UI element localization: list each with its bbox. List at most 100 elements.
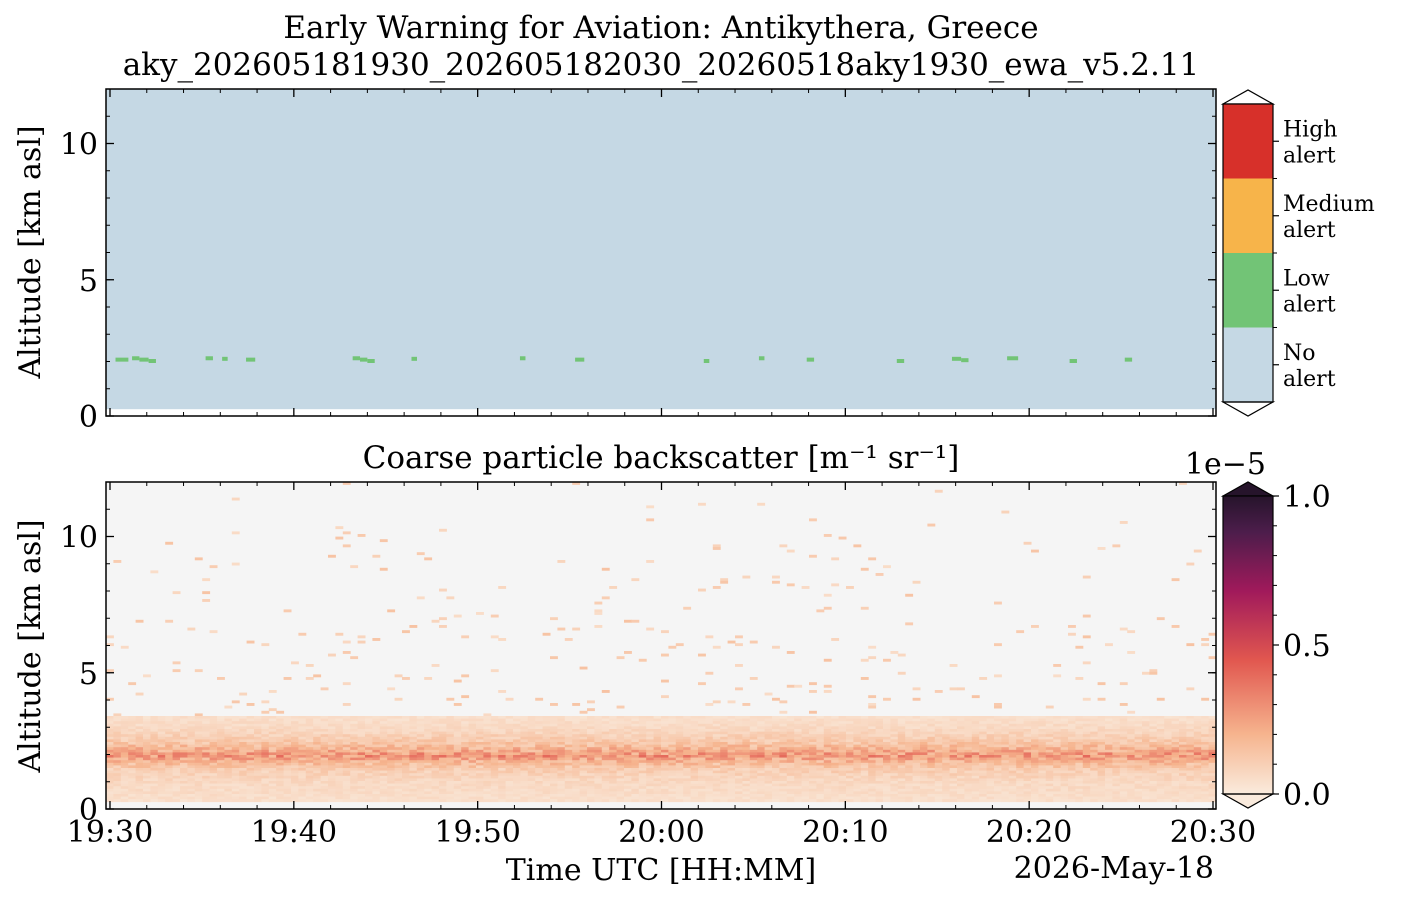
backscatter-cell: [106, 778, 114, 782]
backscatter-cell: [986, 799, 995, 803]
backscatter-cell: [1090, 729, 1099, 732]
backscatter-cell: [239, 742, 248, 745]
backscatter-cell: [1090, 765, 1099, 769]
backscatter-cell: [165, 794, 174, 797]
backscatter-cell: [128, 762, 137, 766]
backscatter-cell: [261, 718, 270, 722]
backscatter-cell: [994, 778, 1002, 782]
backscatter-cell: [468, 726, 477, 730]
backscatter-cell: [853, 788, 862, 792]
backscatter-cell: [957, 731, 965, 735]
backscatter-cell: [187, 760, 196, 764]
backscatter-cell: [172, 749, 181, 753]
backscatter-cell: [971, 716, 980, 719]
backscatter-cell: [624, 770, 632, 774]
backscatter-cell: [779, 736, 788, 740]
backscatter-cell: [1112, 799, 1121, 803]
backscatter-cell: [180, 778, 188, 782]
backscatter-cell: [823, 799, 832, 803]
backscatter-cell: [550, 721, 558, 725]
backscatter-cell: [831, 736, 840, 740]
backscatter-cell: [1068, 723, 1076, 727]
backscatter-cell: [424, 752, 433, 756]
backscatter-cell: [949, 729, 958, 732]
backscatter-cell: [868, 757, 877, 761]
backscatter-cell: [572, 781, 581, 784]
backscatter-cell: [453, 747, 462, 751]
backscatter-cell: [1016, 783, 1025, 787]
backscatter-cell: [668, 757, 677, 761]
backscatter-cell: [283, 723, 292, 727]
backscatter-cell: [675, 773, 684, 777]
backscatter-cell: [786, 731, 795, 735]
backscatter-cell: [875, 721, 884, 725]
backscatter-cell: [505, 726, 514, 730]
backscatter-cell: [875, 752, 884, 756]
backscatter-cell: [846, 729, 854, 732]
backscatter-cell: [453, 765, 462, 769]
backscatter-cell: [239, 788, 248, 792]
backscatter-cell: [942, 773, 951, 777]
backscatter-cell: [172, 661, 181, 665]
top-ytick-label: 0: [79, 400, 98, 435]
backscatter-cell: [520, 744, 529, 748]
backscatter-cell: [202, 729, 211, 732]
backscatter-cell: [742, 575, 751, 579]
backscatter-cell: [194, 744, 203, 748]
backscatter-cell: [897, 778, 906, 782]
backscatter-cell: [971, 744, 980, 748]
backscatter-cell: [564, 734, 573, 738]
backscatter-cell: [735, 718, 743, 722]
backscatter-cell: [690, 794, 699, 797]
backscatter-cell: [846, 760, 854, 764]
backscatter-cell: [416, 775, 425, 779]
backscatter-cell: [328, 731, 336, 735]
backscatter-cell: [1023, 721, 1032, 725]
backscatter-cell: [772, 765, 780, 769]
backscatter-cell: [823, 684, 832, 688]
backscatter-cell: [439, 723, 447, 727]
backscatter-cell: [106, 643, 114, 647]
backscatter-cell: [209, 747, 218, 751]
backscatter-cell: [794, 739, 803, 743]
backscatter-cell: [291, 723, 299, 727]
backscatter-cell: [564, 716, 573, 719]
backscatter-cell: [357, 773, 366, 777]
backscatter-cell: [1112, 734, 1121, 738]
backscatter-cell: [1127, 749, 1136, 753]
backscatter-cell: [727, 700, 736, 704]
backscatter-cell: [490, 791, 499, 795]
backscatter-cell: [1053, 721, 1062, 725]
backscatter-cell: [572, 729, 581, 732]
backscatter-cell: [261, 762, 270, 766]
backscatter-cell: [535, 721, 544, 725]
backscatter-cell: [601, 765, 610, 769]
backscatter-cell: [313, 796, 322, 800]
backscatter-cell: [194, 760, 203, 764]
backscatter-cell: [394, 726, 403, 730]
backscatter-cell: [550, 760, 558, 764]
backscatter-cell: [379, 786, 388, 790]
backscatter-cell: [772, 760, 780, 764]
backscatter-cell: [772, 697, 780, 701]
backscatter-cell: [890, 768, 899, 771]
backscatter-cell: [246, 760, 255, 764]
backscatter-cell: [431, 721, 440, 725]
backscatter-cell: [224, 768, 233, 771]
backscatter-cell: [712, 645, 721, 649]
backscatter-cell: [217, 726, 225, 730]
backscatter-cell: [971, 749, 980, 753]
backscatter-cell: [1038, 752, 1047, 756]
backscatter-cell: [964, 734, 973, 738]
backscatter-cell: [564, 755, 573, 758]
backscatter-cell: [779, 752, 788, 756]
backscatter-cell: [564, 744, 573, 748]
backscatter-cell: [350, 794, 359, 797]
backscatter-cell: [194, 731, 203, 735]
backscatter-cell: [994, 773, 1002, 777]
backscatter-cell: [513, 786, 521, 790]
backscatter-cell: [705, 794, 714, 797]
backscatter-cell: [157, 731, 166, 735]
backscatter-cell: [439, 762, 447, 766]
backscatter-cell: [187, 781, 196, 784]
